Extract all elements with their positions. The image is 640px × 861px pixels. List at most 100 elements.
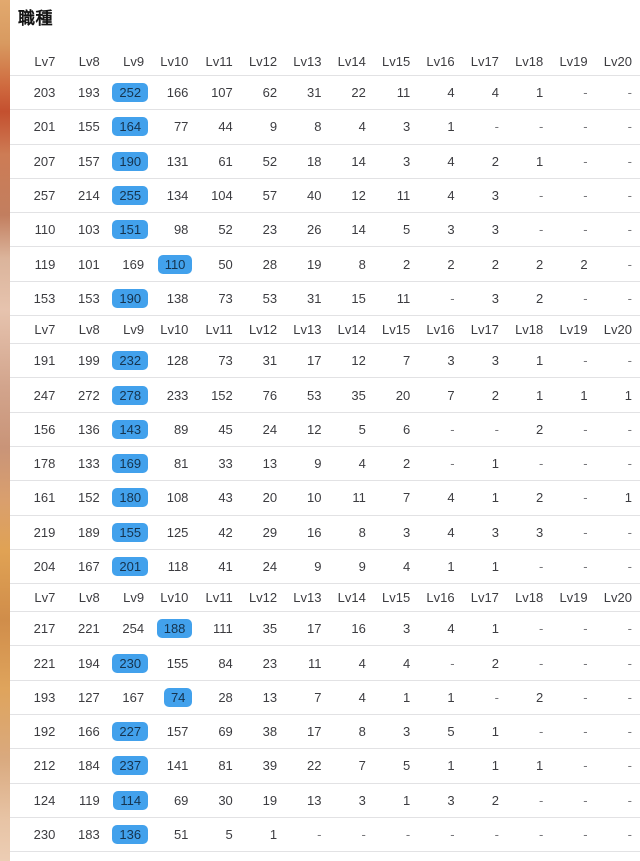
data-cell: 4 [447,153,455,169]
data-cell: 119 [34,256,56,272]
header-cell: Lv9 [123,54,145,69]
data-cell: 2 [447,256,455,272]
data-cell: - [361,827,366,843]
highlight-chip: 255 [112,186,149,206]
data-cell: - [627,621,632,637]
data-cell: 12 [351,353,366,369]
data-cell: 1 [491,724,499,740]
data-cell: 3 [491,524,499,540]
data-cell: - [627,85,632,101]
table-row: 247 272 278 233 152 76 53 35 20 7 2 1 1 1 [10,378,640,413]
data-cell: 23 [262,655,278,671]
data-cell: 212 [33,758,56,774]
data-cell: - [583,524,588,540]
data-cell: - [538,456,544,472]
data-cell: 221 [33,655,56,671]
header-cell: Lv20 [603,54,632,69]
data-cell: - [627,222,632,238]
data-cell: 257 [33,188,56,204]
data-cell: 4 [402,559,411,574]
data-cell: 5 [447,724,455,740]
header-cell: Lv17 [470,590,499,606]
data-cell: 166 [166,85,189,101]
data-cell: 3 [402,153,411,169]
header-cell: Lv7 [34,54,56,69]
data-cell: 254 [122,621,145,637]
data-cell: 7 [358,758,366,774]
header-cell: Lv10 [160,54,189,69]
data-cell: 2 [402,456,411,472]
data-cell: 3 [402,119,411,135]
data-cell: 151 [100,220,149,240]
page-title: 職種 [18,9,53,28]
data-cell: 81 [173,456,189,472]
data-cell: 5 [402,758,411,774]
header-cell: Lv19 [559,54,588,69]
data-cell: 53 [262,290,278,306]
data-cell: 1 [491,758,499,774]
data-cell: 2 [491,256,499,272]
data-cell: 73 [218,353,233,369]
data-cell: 2 [491,655,499,671]
data-cell: - [627,792,632,808]
data-cell: 41 [218,559,233,574]
data-cell: 1 [536,85,544,101]
header-cell: Lv19 [559,590,588,606]
data-cell: 20 [395,387,411,403]
data-cell: - [538,655,544,671]
data-cell: 164 [100,117,149,137]
data-cell: 138 [166,290,189,306]
data-cell: - [583,655,588,671]
header-cell: Lv11 [205,54,233,69]
data-cell: 1 [447,559,455,574]
data-cell: 3 [358,792,366,808]
table-row: 219 189 155 125 42 29 16 8 3 4 3 3 - - [10,516,640,550]
table-row: 230 183 136 51 5 1- - - - - - - - [10,818,640,853]
data-cell: 8 [358,256,366,272]
data-cell: 152 [211,387,233,403]
highlight-chip: 155 [112,522,149,542]
data-cell: 28 [218,689,233,705]
data-cell: 53 [307,387,322,403]
highlight-chip: 252 [112,83,149,103]
data-cell: 12 [307,421,322,437]
data-cell: 255 [100,186,149,206]
data-cell: 221 [78,621,100,637]
data-cell: 13 [262,456,278,472]
data-cell: 76 [262,387,278,403]
data-cell: 52 [262,153,278,169]
header-cell: Lv13 [293,590,322,606]
header-cell: Lv8 [78,54,100,69]
data-cell: 2 [536,256,544,272]
table-row: 192 166 227 157 69 38 17 8 3 5 1 - - - [10,715,640,750]
data-cell: 180 [100,488,149,508]
table-row: 212 184 237 141 81 39 22 7 5 1 1 1 - - [10,749,640,784]
data-cell: 57 [262,188,278,204]
data-cell: 1 [624,387,632,403]
data-cell: 1 [536,153,544,169]
data-cell: 20 [262,490,278,506]
table-row: 207 157 190 131 61 52 18 14 3 4 2 1 - - [10,145,640,179]
data-cell: 194 [78,655,100,671]
data-cell: 169 [122,256,145,272]
data-cell: - [583,353,588,369]
data-cell: 38 [262,724,278,740]
table-row: 217 221 254 188 111 35 17 16 3 4 1 - - - [10,612,640,647]
highlight-chip: 190 [112,288,149,308]
data-cell: 16 [351,621,366,637]
data-cell: - [538,222,544,238]
data-cell: - [627,758,632,774]
data-cell: 184 [78,758,100,774]
data-cell: 2 [536,421,544,437]
data-cell: 4 [447,490,455,506]
highlight-chip: 180 [112,488,149,508]
data-cell: 4 [358,655,366,671]
header-cell: Lv17 [470,54,499,69]
data-cell: - [583,827,588,843]
data-cell: 189 [78,524,100,540]
highlight-chip: 136 [112,825,149,845]
data-cell: 124 [33,792,56,808]
data-cell: 13 [307,792,322,808]
data-cell: 18 [307,153,322,169]
header-cell: Lv16 [426,54,455,69]
